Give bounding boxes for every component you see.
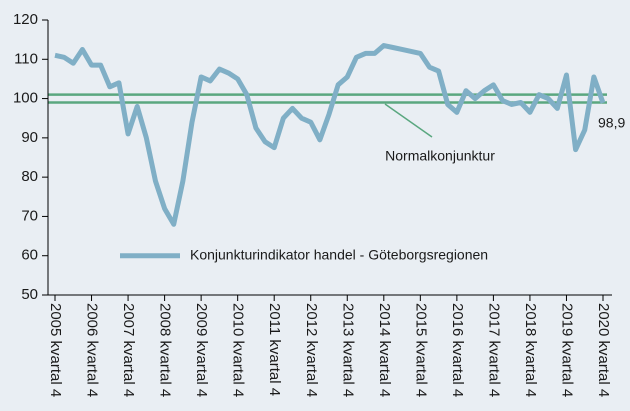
x-tick-label: 2010 kvartal 4 [230, 303, 247, 397]
x-tick-label: 2018 kvartal 4 [522, 303, 539, 397]
x-tick-label: 2014 kvartal 4 [376, 303, 393, 397]
x-tick-label: 2006 kvartal 4 [84, 303, 101, 397]
x-tick-label: 2013 kvartal 4 [339, 303, 356, 397]
data-label: 98,9 [598, 115, 625, 131]
y-tick-label: 60 [21, 247, 38, 264]
x-tick-label: 2011 kvartal 4 [266, 303, 283, 396]
x-tick-label: 2009 kvartal 4 [193, 303, 210, 397]
x-tick-label: 2019 kvartal 4 [558, 303, 575, 397]
y-tick-label: 70 [21, 207, 38, 224]
x-tick-label: 2007 kvartal 4 [120, 303, 137, 397]
x-tick-label: 2005 kvartal 4 [47, 303, 64, 397]
x-tick-label: 2017 kvartal 4 [485, 303, 502, 397]
x-tick-label: 2016 kvartal 4 [449, 303, 466, 397]
annotation: Normalkonjunktur [385, 148, 495, 164]
legend-label: Konjunkturindikator handel - Göteborgsre… [190, 246, 488, 262]
series-line [54, 43, 606, 227]
x-tick-label: 2012 kvartal 4 [303, 303, 320, 397]
x-tick-label: 2008 kvartal 4 [157, 303, 174, 397]
y-tick-label: 100 [13, 90, 38, 107]
y-tick-label: 80 [21, 168, 38, 185]
y-tick-label: 110 [14, 50, 38, 67]
x-tick-label: 2015 kvartal 4 [412, 303, 429, 397]
x-tick-label: 2020 kvartal 4 [595, 303, 612, 397]
y-tick-label: 90 [21, 129, 38, 146]
y-tick-label: 50 [21, 286, 38, 303]
annotation-leader [384, 103, 433, 138]
y-tick-label: 120 [13, 11, 38, 28]
